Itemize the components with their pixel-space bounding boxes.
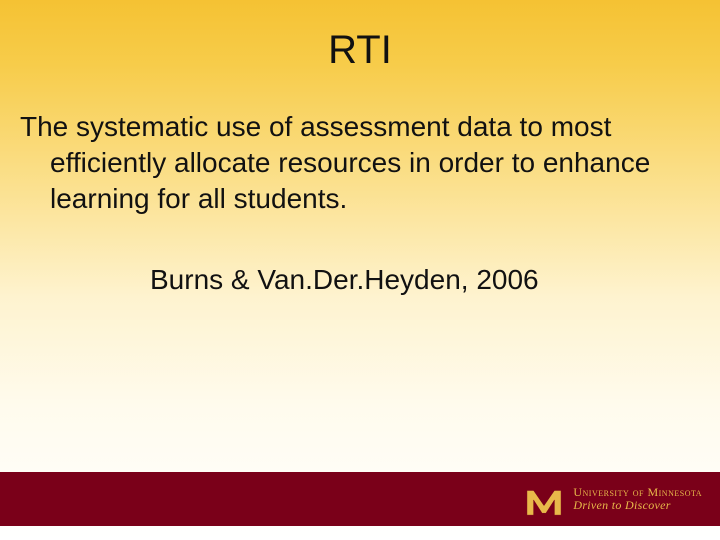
body-paragraph: The systematic use of assessment data to… [20,109,692,216]
slide-citation: Burns & Van.Der.Heyden, 2006 [0,216,720,296]
slide: RTI The systematic use of assessment dat… [0,0,720,540]
footer-bar: University of Minnesota Driven to Discov… [0,472,720,526]
m-logo-icon [525,481,563,517]
university-tagline: Driven to Discover [573,499,702,512]
slide-body: The systematic use of assessment data to… [0,73,720,216]
university-logo: University of Minnesota Driven to Discov… [525,481,702,517]
slide-title: RTI [0,0,720,73]
logo-text: University of Minnesota Driven to Discov… [573,486,702,511]
